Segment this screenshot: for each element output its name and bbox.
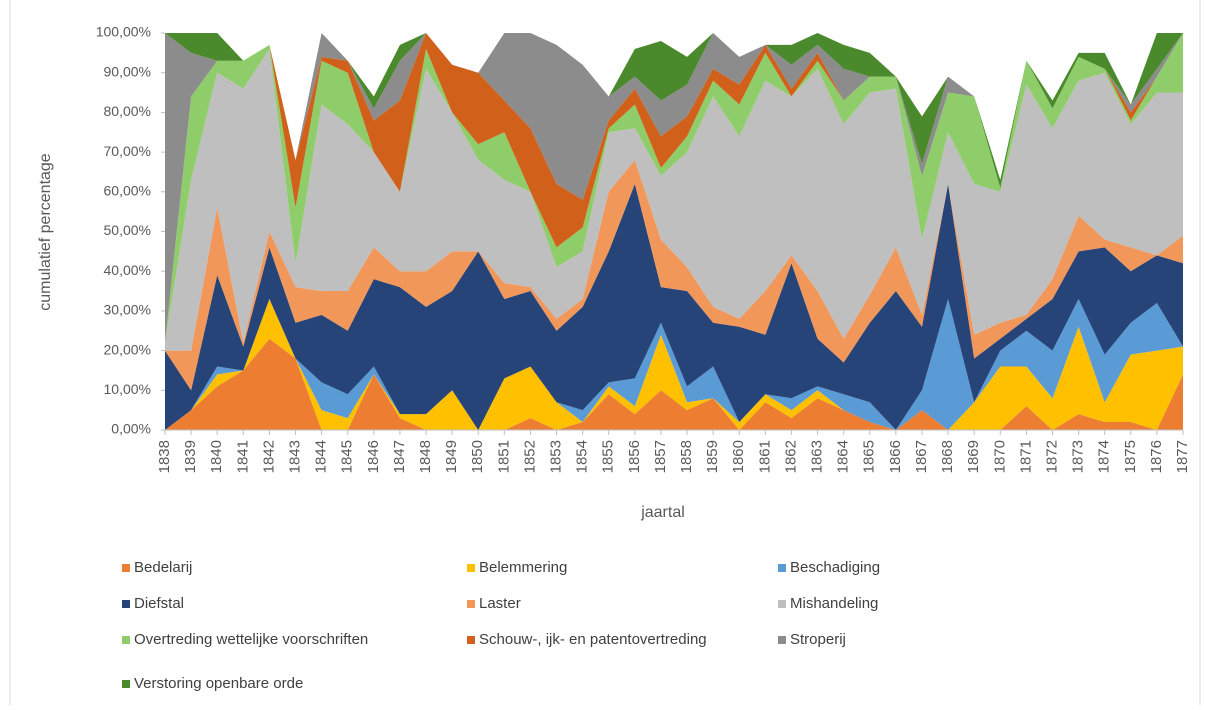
x-tick-label: 1864 — [835, 440, 852, 473]
x-tick-label: 1845 — [339, 440, 356, 473]
legend-label: Laster — [479, 595, 521, 612]
legend-swatch — [467, 636, 475, 644]
area — [165, 160, 1183, 391]
x-tick-label: 1847 — [391, 440, 408, 473]
area — [165, 48, 1183, 351]
y-tick-label: 10,00% — [104, 381, 151, 397]
area — [165, 33, 1183, 343]
legend-swatch — [122, 600, 130, 608]
x-tick-label: 1841 — [234, 440, 251, 473]
x-tick-label: 1851 — [495, 440, 512, 473]
legend-swatch — [122, 564, 130, 572]
legend-label: Belemmering — [479, 559, 567, 576]
legend-swatch — [467, 600, 475, 608]
y-tick-label: 50,00% — [104, 222, 151, 238]
y-tick-label: 30,00% — [104, 302, 151, 318]
x-tick-label: 1876 — [1148, 440, 1165, 473]
x-tick-label: 1877 — [1174, 440, 1191, 473]
x-tick-label: 1843 — [286, 440, 303, 473]
x-tick-label: 1839 — [182, 440, 199, 473]
y-tick-label: 20,00% — [104, 341, 151, 357]
x-tick-label: 1860 — [730, 440, 747, 473]
legend-label: Overtreding wettelijke voorschriften — [134, 631, 368, 648]
area — [165, 338, 1183, 430]
x-tick-label: 1861 — [756, 440, 773, 473]
x-tick-label: 1875 — [1122, 440, 1139, 473]
x-tick-label: 1872 — [1043, 440, 1060, 473]
legend-label: Beschadiging — [790, 559, 880, 576]
x-tick-label: 1871 — [1017, 440, 1034, 473]
legend-label: Schouw-, ijk- en patentovertreding — [479, 631, 707, 648]
x-tick-label: 1854 — [574, 440, 591, 473]
x-tick-label: 1844 — [313, 440, 330, 473]
x-tick-label: 1857 — [652, 440, 669, 473]
area — [165, 33, 1183, 188]
x-tick-label: 1855 — [600, 440, 617, 473]
x-tick-label: 1866 — [887, 440, 904, 473]
x-tick-label: 1868 — [939, 440, 956, 473]
x-tick-label: 1853 — [548, 440, 565, 473]
legend-swatch — [778, 600, 786, 608]
y-tick-label: 80,00% — [104, 103, 151, 119]
legend-swatch — [778, 564, 786, 572]
x-tick-label: 1852 — [521, 440, 538, 473]
legend-swatch — [467, 564, 475, 572]
legend-label: Diefstal — [134, 595, 184, 612]
x-tick-label: 1838 — [156, 440, 173, 473]
y-tick-label: 70,00% — [104, 143, 151, 159]
y-axis-title: cumulatief percentage — [37, 153, 54, 311]
x-tick-label: 1863 — [809, 440, 826, 473]
legend-label: Stroperij — [790, 631, 846, 648]
y-tick-label: 0,00% — [111, 421, 151, 437]
area — [165, 298, 1183, 430]
area — [165, 183, 1183, 430]
x-tick-label: 1850 — [469, 440, 486, 473]
legend-swatch — [778, 636, 786, 644]
legend-swatch — [122, 680, 130, 688]
x-tick-label: 1846 — [365, 440, 382, 473]
x-tick-label: 1869 — [965, 440, 982, 473]
x-tick-label: 1873 — [1070, 440, 1087, 473]
x-tick-label: 1840 — [208, 440, 225, 473]
x-tick-label: 1865 — [861, 440, 878, 473]
y-tick-label: 60,00% — [104, 183, 151, 199]
x-tick-label: 1849 — [443, 440, 460, 473]
area — [165, 33, 1183, 343]
x-tick-label: 1862 — [782, 440, 799, 473]
x-tick-label: 1848 — [417, 440, 434, 473]
legend-label: Verstoring openbare orde — [134, 675, 303, 692]
x-tick-label: 1874 — [1096, 440, 1113, 473]
legend-label: Bedelarij — [134, 559, 192, 576]
x-tick-label: 1867 — [913, 440, 930, 473]
y-tick-label: 40,00% — [104, 262, 151, 278]
y-tick-label: 100,00% — [96, 24, 151, 40]
x-axis-title: jaartal — [640, 504, 685, 521]
x-tick-label: 1859 — [704, 440, 721, 473]
x-tick-label: 1858 — [678, 440, 695, 473]
x-tick-label: 1842 — [260, 440, 277, 473]
legend-label: Mishandeling — [790, 595, 878, 612]
x-tick-label: 1870 — [991, 440, 1008, 473]
x-tick-label: 1856 — [626, 440, 643, 473]
legend-swatch — [122, 636, 130, 644]
y-tick-label: 90,00% — [104, 63, 151, 79]
area — [165, 298, 1183, 430]
